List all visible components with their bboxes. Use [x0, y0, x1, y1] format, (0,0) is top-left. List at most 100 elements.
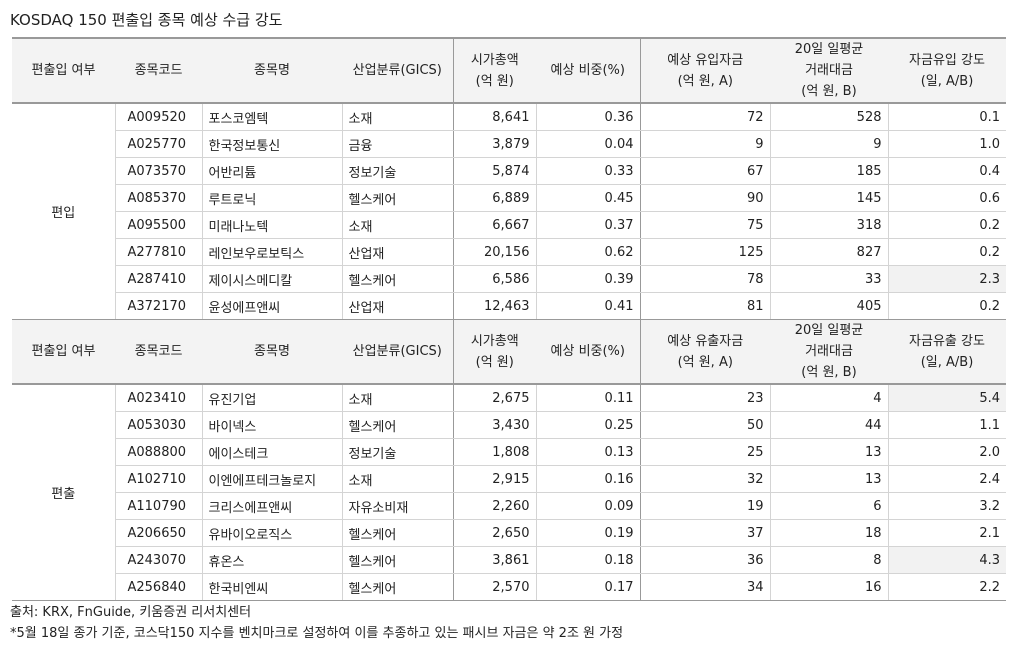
table-cell: 0.17 — [535, 573, 640, 601]
table-cell: 18 — [769, 519, 888, 547]
table-cell: 루트로닉 — [201, 184, 342, 212]
table-row: A088800 에이스테크 정보기술 1,808 0.13 25 13 2.0 — [12, 438, 1006, 466]
table-cell: 1,808 — [452, 438, 536, 466]
table-cell: 1.1 — [887, 411, 1006, 439]
flow-intensity-table: 편출입 여부 종목코드 종목명 산업분류(GICS) 시가총액 (억 원) 예상 비중(%)… — [12, 37, 1006, 601]
table-cell: A009520 — [114, 103, 202, 131]
table-cell: A372170 — [114, 292, 202, 320]
column-header: 예상 비중(%) — [536, 37, 640, 104]
table-cell: 미래나노텍 — [201, 211, 342, 239]
table-cell: 헬스케어 — [341, 411, 453, 439]
table-cell: 44 — [769, 411, 888, 439]
table-cell: 9 — [769, 130, 888, 158]
table-cell: 405 — [769, 292, 888, 320]
table-cell: 휴온스 — [201, 546, 342, 574]
table-cell: 0.4 — [887, 157, 1006, 185]
table-cell: A053030 — [114, 411, 202, 439]
table-cell: 0.2 — [887, 238, 1006, 266]
table-cell: A073570 — [114, 157, 202, 185]
column-header: 편출입 여부 — [12, 37, 115, 104]
table-cell: 산업재 — [341, 292, 453, 320]
table-cell: 2.0 — [887, 438, 1006, 466]
table-cell: 19 — [639, 492, 770, 520]
table-cell: 185 — [769, 157, 888, 185]
table-cell: 2.3 — [887, 265, 1006, 293]
table-cell: 0.04 — [535, 130, 640, 158]
table-cell: 37 — [639, 519, 770, 547]
table-cell: 자유소비재 — [341, 492, 453, 520]
column-header: 자금유입 강도 (일, A/B) — [888, 37, 1006, 104]
table-cell: 20,156 — [452, 238, 536, 266]
table-row: A287410 제이시스메디칼 헬스케어 6,586 0.39 78 33 2.3 — [12, 265, 1006, 293]
table-cell: 0.1 — [887, 103, 1006, 131]
table-cell: 34 — [639, 573, 770, 601]
table-cell: 75 — [639, 211, 770, 239]
table-row: A025770 한국정보통신 금융 3,879 0.04 9 9 1.0 — [12, 130, 1006, 158]
table-cell: 2,675 — [452, 384, 536, 412]
table-row: A372170 윤성에프앤씨 산업재 12,463 0.41 81 405 0.2 — [12, 292, 1006, 320]
table-cell: 금융 — [341, 130, 453, 158]
table-cell: 81 — [639, 292, 770, 320]
table-cell: 0.36 — [535, 103, 640, 131]
table-cell: 8 — [769, 546, 888, 574]
column-header: 산업분류(GICS) — [342, 37, 453, 104]
table-row: A085370 루트로닉 헬스케어 6,889 0.45 90 145 0.6 — [12, 184, 1006, 212]
table-cell: 2,570 — [452, 573, 536, 601]
table-cell: 정보기술 — [341, 438, 453, 466]
table-cell: 3,879 — [452, 130, 536, 158]
table-cell: 0.13 — [535, 438, 640, 466]
table-cell: 6 — [769, 492, 888, 520]
table-cell: 4 — [769, 384, 888, 412]
table-cell: 5.4 — [887, 384, 1006, 412]
table-cell: 32 — [639, 465, 770, 493]
table-cell: 헬스케어 — [341, 265, 453, 293]
table-cell: 16 — [769, 573, 888, 601]
table-cell: 바이넥스 — [201, 411, 342, 439]
table-cell: 0.6 — [887, 184, 1006, 212]
table-cell: 78 — [639, 265, 770, 293]
column-header: 시가총액 (억 원) — [452, 37, 536, 104]
header-exclusion: 편출입 여부 종목코드 종목명 산업분류(GICS) 시가총액 (억 원) 예상 비중(%)… — [12, 319, 1006, 385]
column-header: 종목명 — [202, 319, 342, 385]
table-cell: 포스코엠텍 — [201, 103, 342, 131]
table-cell: 8,641 — [452, 103, 536, 131]
table-cell: A243070 — [114, 546, 202, 574]
table-cell: 헬스케어 — [341, 184, 453, 212]
table-cell: 5,874 — [452, 157, 536, 185]
table-cell: 4.3 — [887, 546, 1006, 574]
table-cell: 어반리튬 — [201, 157, 342, 185]
table-cell: 0.25 — [535, 411, 640, 439]
column-header: 자금유출 강도 (일, A/B) — [888, 319, 1006, 385]
table-cell: 2,650 — [452, 519, 536, 547]
table-cell: A095500 — [114, 211, 202, 239]
table-row: A053030 바이넥스 헬스케어 3,430 0.25 50 44 1.1 — [12, 411, 1006, 439]
table-cell: 67 — [639, 157, 770, 185]
column-header: 20일 일평균 거래대금 (억 원, B) — [770, 319, 888, 385]
table-cell: 0.2 — [887, 211, 1006, 239]
table-cell: 0.62 — [535, 238, 640, 266]
table-cell: 0.41 — [535, 292, 640, 320]
table-cell: 36 — [639, 546, 770, 574]
table-cell: 0.19 — [535, 519, 640, 547]
group-label: 편출 — [12, 384, 115, 601]
table-cell: 이엔에프테크놀로지 — [201, 465, 342, 493]
table-cell: 정보기술 — [341, 157, 453, 185]
table-cell: 3.2 — [887, 492, 1006, 520]
table-cell: A206650 — [114, 519, 202, 547]
table-cell: 12,463 — [452, 292, 536, 320]
table-cell: 90 — [639, 184, 770, 212]
column-header: 예상 유출자금 (억 원, A) — [639, 319, 770, 385]
table-cell: 소재 — [341, 211, 453, 239]
table-cell: 13 — [769, 465, 888, 493]
source-note: 출처: KRX, FnGuide, 키움증권 리서치센터 — [10, 605, 252, 620]
table-cell: 소재 — [341, 103, 453, 131]
column-header: 종목명 — [202, 37, 342, 104]
table-cell: 23 — [639, 384, 770, 412]
column-header: 예상 유입자금 (억 원, A) — [639, 37, 770, 104]
table-cell: A102710 — [114, 465, 202, 493]
table-cell: 3,430 — [452, 411, 536, 439]
table-cell: 6,586 — [452, 265, 536, 293]
table-row: A277810 레인보우로보틱스 산업재 20,156 0.62 125 827 0.2 — [12, 238, 1006, 266]
table-cell: 13 — [769, 438, 888, 466]
table-cell: A085370 — [114, 184, 202, 212]
